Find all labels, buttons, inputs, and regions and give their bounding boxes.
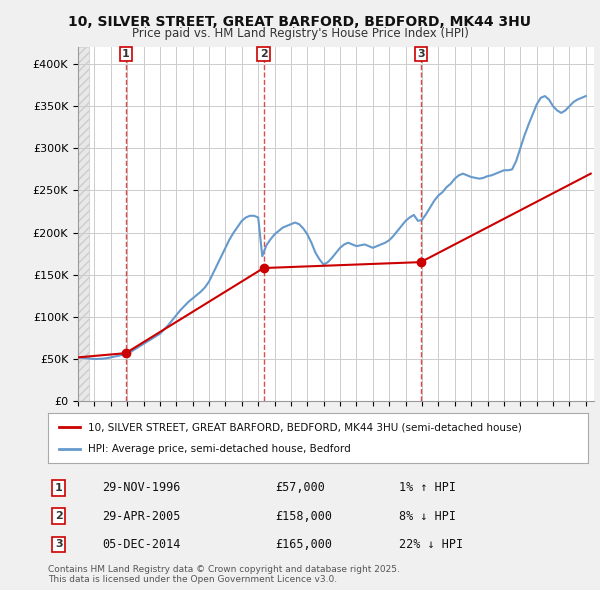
Text: £57,000: £57,000 [275, 481, 325, 494]
Text: 1% ↑ HPI: 1% ↑ HPI [399, 481, 456, 494]
Text: 2: 2 [260, 49, 268, 59]
Text: 10, SILVER STREET, GREAT BARFORD, BEDFORD, MK44 3HU: 10, SILVER STREET, GREAT BARFORD, BEDFOR… [68, 15, 532, 29]
Text: £158,000: £158,000 [275, 510, 332, 523]
Text: 29-APR-2005: 29-APR-2005 [102, 510, 181, 523]
Text: 2: 2 [55, 511, 62, 521]
Text: 1: 1 [122, 49, 130, 59]
Text: 22% ↓ HPI: 22% ↓ HPI [399, 538, 463, 551]
Text: 3: 3 [417, 49, 425, 59]
Text: Contains HM Land Registry data © Crown copyright and database right 2025.
This d: Contains HM Land Registry data © Crown c… [48, 565, 400, 584]
Text: Price paid vs. HM Land Registry's House Price Index (HPI): Price paid vs. HM Land Registry's House … [131, 27, 469, 40]
Text: 29-NOV-1996: 29-NOV-1996 [102, 481, 181, 494]
Text: 8% ↓ HPI: 8% ↓ HPI [399, 510, 456, 523]
Text: £165,000: £165,000 [275, 538, 332, 551]
Text: HPI: Average price, semi-detached house, Bedford: HPI: Average price, semi-detached house,… [89, 444, 351, 454]
Text: 1: 1 [55, 483, 62, 493]
Text: 05-DEC-2014: 05-DEC-2014 [102, 538, 181, 551]
Text: 3: 3 [55, 539, 62, 549]
Bar [78, 47, 89, 401]
Text: 10, SILVER STREET, GREAT BARFORD, BEDFORD, MK44 3HU (semi-detached house): 10, SILVER STREET, GREAT BARFORD, BEDFOR… [89, 422, 523, 432]
